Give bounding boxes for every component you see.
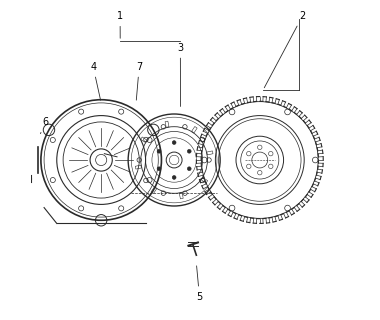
Bar <box>207 151 213 155</box>
Text: 5: 5 <box>196 266 203 301</box>
Circle shape <box>258 171 262 175</box>
Text: 6: 6 <box>40 117 49 134</box>
Circle shape <box>269 164 273 169</box>
Circle shape <box>172 141 176 144</box>
Circle shape <box>247 151 251 156</box>
Circle shape <box>157 167 161 171</box>
Circle shape <box>247 164 251 169</box>
Text: 7: 7 <box>136 61 142 100</box>
Text: 4: 4 <box>90 61 101 100</box>
Circle shape <box>258 145 262 149</box>
Bar <box>165 121 169 127</box>
Bar <box>201 178 207 183</box>
Circle shape <box>187 167 191 171</box>
Circle shape <box>157 149 161 153</box>
Bar <box>135 165 141 169</box>
Circle shape <box>172 176 176 179</box>
Circle shape <box>187 149 191 153</box>
Text: 2: 2 <box>264 11 306 88</box>
Text: 3: 3 <box>177 43 184 107</box>
Bar <box>192 126 197 133</box>
Circle shape <box>269 151 273 156</box>
Bar <box>179 193 183 199</box>
Bar <box>141 137 147 142</box>
Text: 1: 1 <box>117 11 123 38</box>
Bar <box>151 187 157 194</box>
